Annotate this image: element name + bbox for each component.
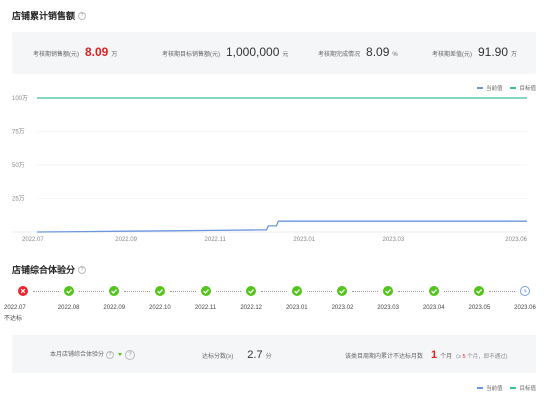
x-tick-label: 2022.07: [22, 237, 44, 243]
x-tick-label: 2023.03: [383, 237, 405, 243]
stat-target-sales: 考核期目标销售额(元) 1,000,000 元: [162, 45, 289, 59]
timeline-month[interactable]: 2023.04: [414, 286, 454, 311]
timeline-connector: [306, 291, 333, 293]
help-icon[interactable]: ?: [78, 265, 87, 274]
sales-section-title: 店铺累计销售额 ?: [12, 9, 87, 22]
score-chart-legend: 当前值 目标值: [476, 384, 536, 392]
timeline-date: 2023.01: [285, 305, 308, 311]
check-icon: [246, 286, 257, 296]
timeline-month[interactable]: 2023.05: [459, 286, 499, 311]
timeline-connector: [169, 291, 196, 293]
sales-line-chart: 100万 75万 50万 25万 2022.07 2022.09 2022.11 2023.…: [12, 95, 528, 243]
fail-months-note: (≥ 5 个月，即不通过): [456, 354, 508, 360]
sales-stats-panel: 考核期销售额(元) 8.09 万 考核期目标销售额(元) 1,000,000 元…: [12, 32, 536, 74]
timeline-date: 2023.06: [514, 305, 536, 311]
timeline-date: 2022.11: [194, 305, 217, 311]
stat-completion: 考核期完成情况 8.09 %: [318, 45, 398, 59]
check-icon: [337, 286, 348, 296]
pass-score: 达标分数(≥) 2.7 分: [202, 349, 272, 361]
timeline-connector: [33, 291, 59, 293]
timeline-month[interactable]: 2023.01: [277, 286, 317, 311]
help-icon[interactable]: ?: [106, 351, 115, 359]
legend-target[interactable]: 目标值: [510, 384, 536, 392]
timeline-month[interactable]: 2023.03: [368, 286, 408, 311]
timeline-month[interactable]: 2022.07 不达标: [4, 286, 44, 322]
legend-target[interactable]: 目标值: [510, 84, 536, 92]
timeline-date: 2022.09: [103, 305, 126, 311]
series-line-current: [36, 220, 527, 233]
check-icon: [291, 286, 302, 296]
check-icon: [428, 286, 439, 296]
timeline-connector: [78, 291, 105, 293]
stat-difference: 考核期差值(元) 91.90 万: [432, 45, 518, 59]
score-summary-panel: 本月店铺综合体验分 ? ? 达标分数(≥) 2.7 分 该类目周期内累计不达标月…: [12, 335, 536, 373]
sales-chart-legend: 当前值 目标值: [476, 84, 536, 92]
timeline-month[interactable]: 2022.11: [186, 286, 226, 311]
timeline-date: 2022.12: [240, 305, 263, 311]
timeline-status: 不达标: [4, 316, 23, 322]
fail-months: 该类目周期内累计不达标月数 1 个月 (≥ 5 个月，即不通过): [345, 349, 508, 361]
check-icon: [200, 286, 211, 296]
y-tick-label: 25万: [12, 196, 25, 203]
timeline-month[interactable]: 2023.06: [505, 286, 545, 311]
month-score: 本月店铺综合体验分 ? ?: [50, 349, 136, 360]
legend-current-swatch: [476, 87, 483, 89]
legend-target-swatch: [510, 387, 517, 389]
check-icon: [383, 286, 394, 296]
timeline-date: 2022.08: [57, 305, 80, 311]
timeline-date: 2023.02: [331, 305, 354, 311]
timeline-connector: [215, 291, 242, 293]
help-icon[interactable]: ?: [78, 11, 87, 20]
y-tick-label: 50万: [12, 162, 25, 169]
chevron-down-icon[interactable]: [118, 353, 123, 356]
timeline-month[interactable]: 2023.02: [322, 286, 362, 311]
timeline-connector: [261, 291, 287, 293]
timeline-month[interactable]: 2022.12: [231, 286, 271, 311]
y-tick-label: 100万: [12, 95, 28, 102]
check-icon: [154, 286, 165, 296]
timeline-month[interactable]: 2022.08: [49, 286, 89, 311]
timeline-date: 2023.05: [468, 305, 491, 311]
timeline-connector: [489, 291, 515, 293]
timeline-date: 2023.03: [377, 305, 399, 311]
check-icon: [109, 286, 120, 296]
timeline-connector: [124, 291, 150, 293]
x-tick-label: 2022.09: [115, 237, 137, 243]
x-tick-label: 2022.11: [205, 237, 227, 243]
y-tick-label: 75万: [12, 129, 25, 136]
help-icon[interactable]: ?: [125, 350, 136, 360]
legend-current-swatch: [476, 387, 483, 389]
timeline-month[interactable]: 2022.09: [94, 286, 134, 311]
timeline-date: 2023.04: [422, 305, 445, 311]
check-icon: [63, 286, 74, 296]
stat-sales: 考核期销售额(元) 8.09 万: [33, 45, 118, 59]
clock-icon: [520, 286, 530, 296]
x-tick-label: 2023.01: [293, 237, 315, 243]
timeline-date: 2022.10: [149, 305, 171, 311]
timeline-month[interactable]: 2022.10: [140, 286, 180, 311]
legend-current[interactable]: 当前值: [476, 84, 502, 92]
timeline-date: 2022.07: [4, 305, 26, 311]
close-icon: [18, 286, 28, 296]
timeline-connector: [398, 291, 424, 293]
x-tick-label: 2023.06: [505, 237, 527, 243]
timeline-connector: [443, 291, 470, 293]
legend-current[interactable]: 当前值: [476, 384, 502, 392]
timeline-connector: [352, 291, 379, 293]
legend-target-swatch: [510, 87, 517, 89]
score-section-title: 店铺综合体验分 ?: [12, 263, 87, 276]
check-icon: [474, 286, 485, 296]
